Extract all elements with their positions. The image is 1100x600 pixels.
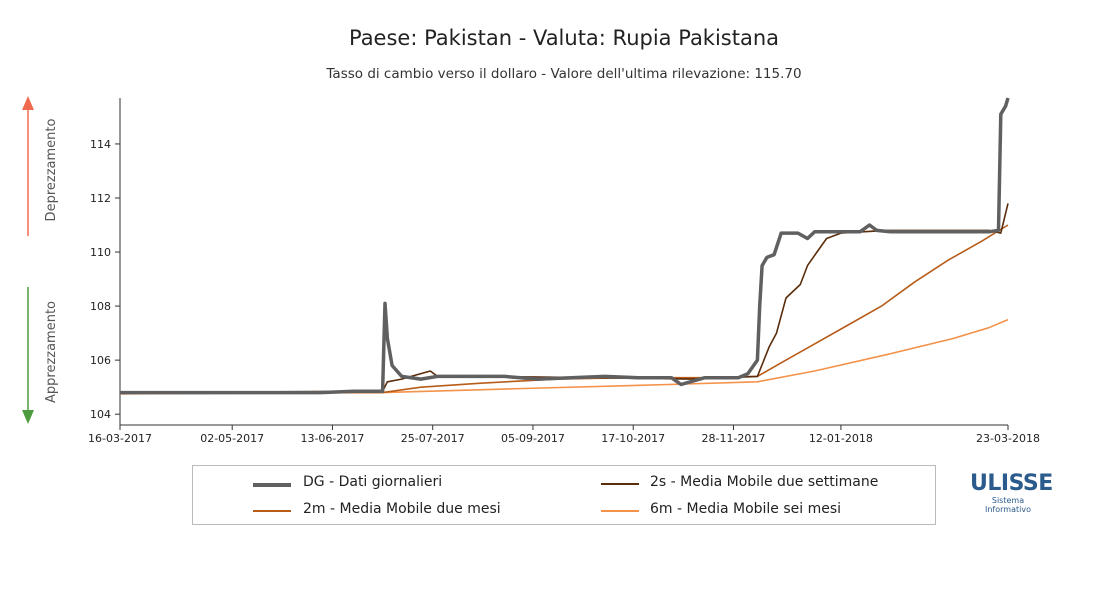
logo-subtitle-1: Sistema — [991, 496, 1025, 505]
y-tick-label: 108 — [90, 300, 111, 313]
x-tick-label: 23-03-2018 — [976, 432, 1040, 445]
series-line-2m — [120, 224, 1009, 394]
chart-ticks: 104 106 108 110 112 114 16-03-2017 02-05-2017 13… — [88, 138, 1040, 445]
series-line-2s — [119, 203, 1009, 394]
y-tick-label: 110 — [90, 246, 111, 259]
appreciation-label: Apprezzamento — [44, 301, 59, 403]
x-tick-label: 17-10-2017 — [601, 432, 665, 445]
ulisse-logo: ULISSE Sistema Informativo — [970, 471, 1053, 515]
x-tick-label: 16-03-2017 — [88, 432, 152, 445]
legend-swatch-6m — [601, 510, 639, 512]
series-line-dg — [120, 97, 1010, 395]
chart-subtitle: Tasso di cambio verso il dollaro - Valor… — [326, 66, 802, 82]
series-line-6m — [119, 318, 1009, 395]
series-layer — [119, 97, 1010, 395]
x-tick-label: 13-06-2017 — [300, 432, 364, 445]
x-tick-label: 05-09-2017 — [501, 432, 565, 445]
chart-title: Paese: Pakistan - Valuta: Rupia Pakistan… — [348, 26, 780, 50]
x-tick-label: 02-05-2017 — [200, 432, 264, 445]
x-tick-label: 28-11-2017 — [702, 432, 766, 445]
exchange-rate-chart: 104 106 108 110 112 114 16-03-2017 02-05-2017 13… — [22, 96, 1040, 445]
x-tick-label: 12-01-2018 — [809, 432, 873, 445]
logo-subtitle-2: Informativo — [985, 505, 1031, 514]
y-tick-label: 114 — [90, 138, 111, 151]
depreciation-label: Deprezzamento — [44, 119, 59, 222]
y-tick-label: 106 — [90, 354, 111, 367]
legend-swatch-2m — [253, 510, 291, 512]
appreciation-arrow-head — [22, 410, 34, 424]
legend-label-dg: DG - Dati giornalieri — [303, 474, 443, 490]
legend-swatch-dg — [253, 483, 291, 487]
chart-axes — [119, 98, 1008, 426]
side-indicators: Deprezzamento Apprezzamento — [22, 96, 59, 424]
legend-swatch-2s — [601, 483, 639, 485]
legend: DG - Dati giornalieri 2s - Media Mobile … — [192, 465, 936, 525]
legend-label-6m: 6m - Media Mobile sei mesi — [650, 501, 842, 517]
y-tick-label: 104 — [90, 408, 111, 421]
legend-label-2m: 2m - Media Mobile due mesi — [303, 501, 501, 517]
y-tick-label: 112 — [90, 192, 111, 205]
x-tick-label: 25-07-2017 — [401, 432, 465, 445]
depreciation-arrow-head — [22, 96, 34, 110]
logo-wordmark: ULISSE — [970, 471, 1053, 496]
legend-label-2s: 2s - Media Mobile due settimane — [650, 474, 879, 490]
